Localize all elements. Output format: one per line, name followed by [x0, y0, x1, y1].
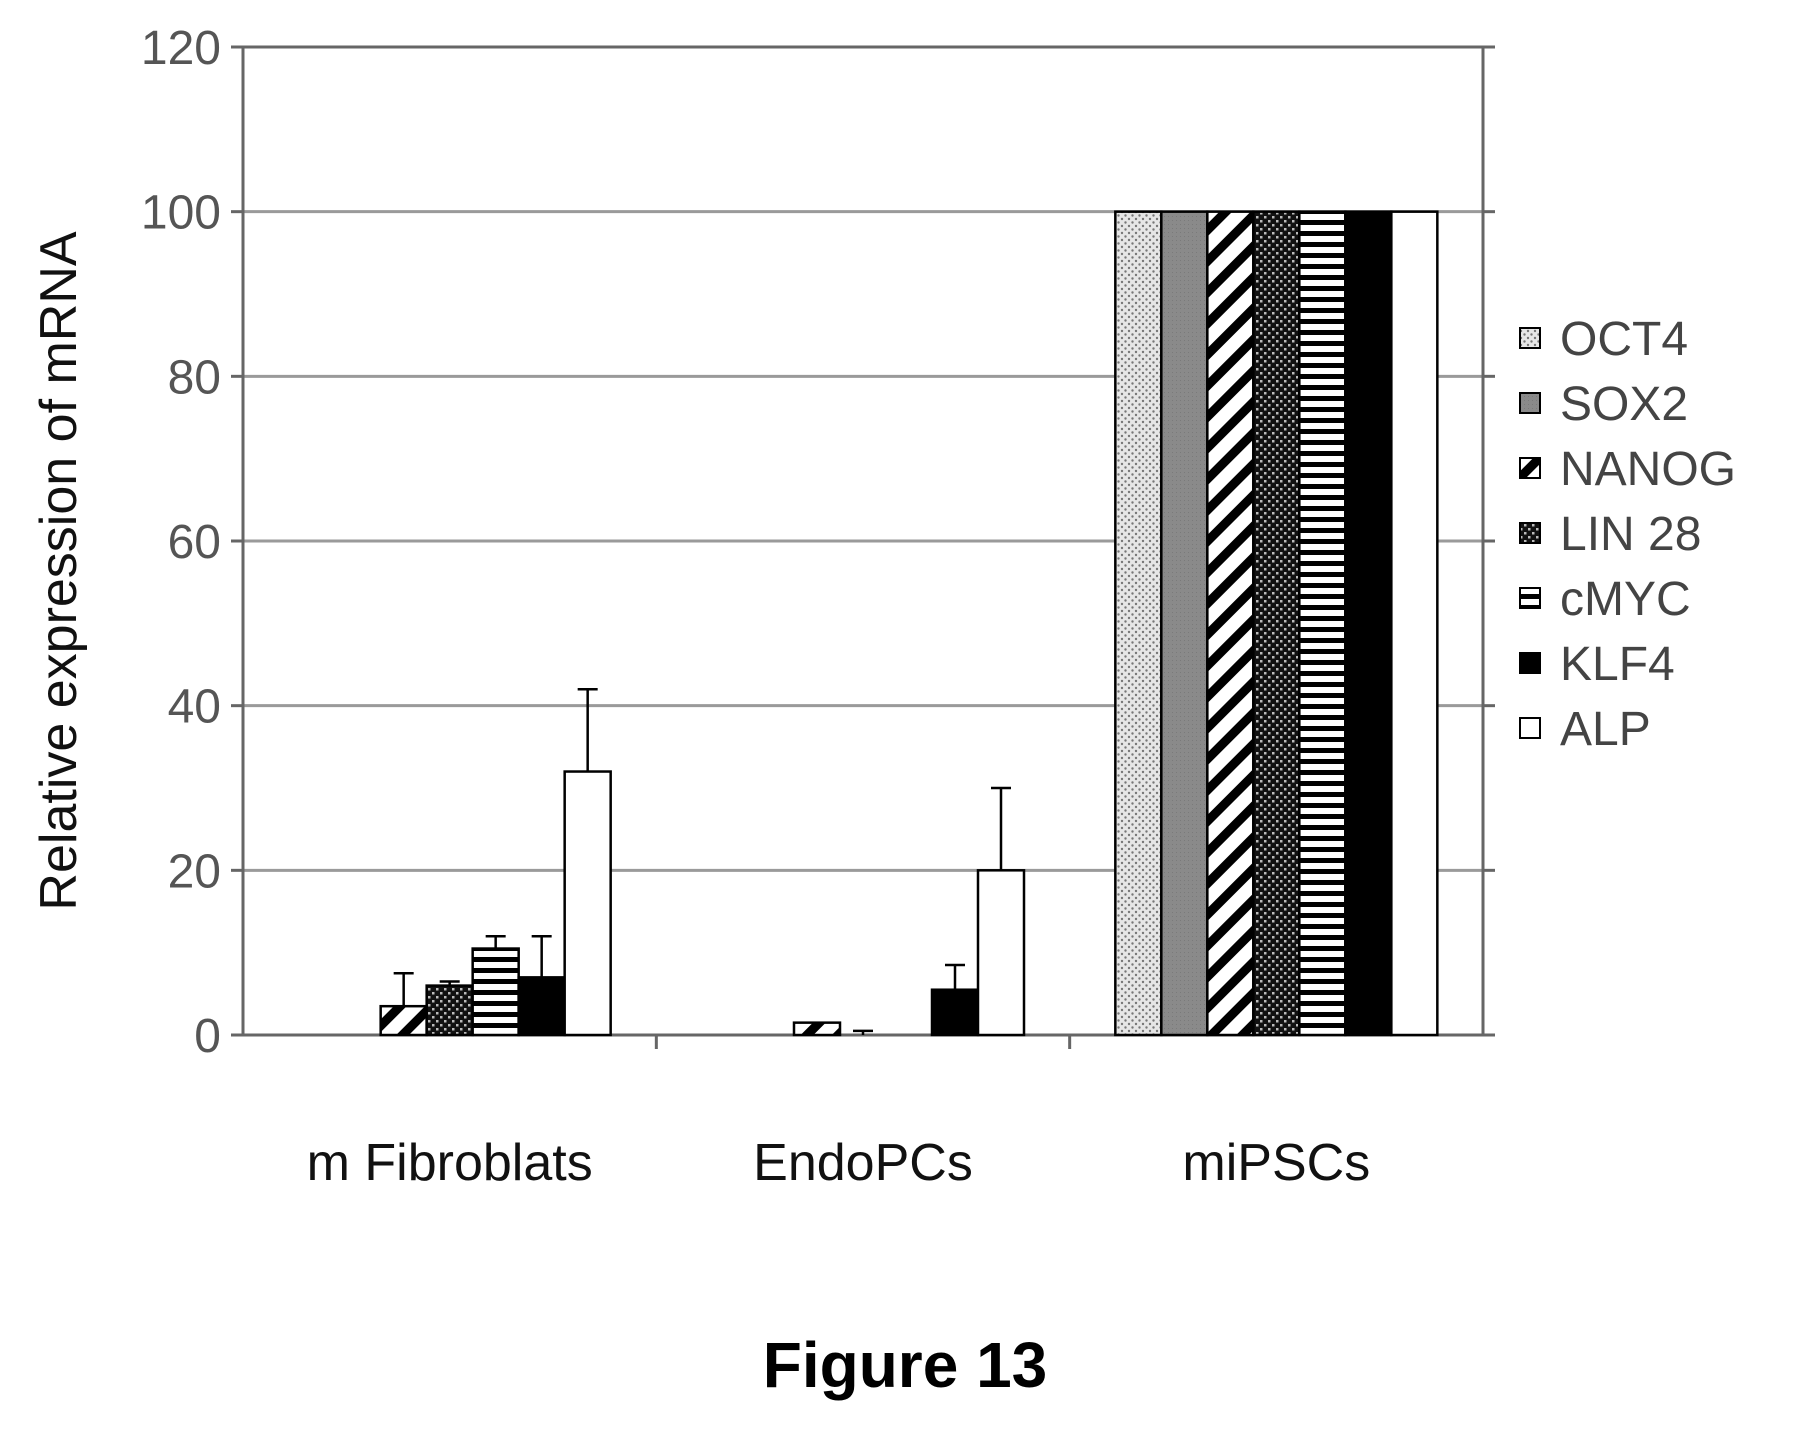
- legend-swatch: [1519, 587, 1541, 609]
- bar-sox2: [1160, 210, 1209, 1037]
- legend-swatch: [1519, 522, 1541, 544]
- bar-oct4: [1114, 210, 1163, 1037]
- x-category-label: miPSCs: [1182, 1134, 1370, 1192]
- legend-swatch: [1519, 457, 1541, 479]
- legend-label: KLF4: [1560, 638, 1675, 691]
- bars: [379, 210, 1439, 1037]
- bar-nanog: [379, 1004, 428, 1037]
- bar-klf4: [517, 976, 566, 1037]
- y-tick-label: 100: [141, 187, 221, 240]
- y-tick-label: 0: [194, 1010, 221, 1063]
- bar-klf4: [1344, 210, 1393, 1037]
- bar-lin-28: [425, 984, 474, 1037]
- bar-lin-28: [1252, 210, 1301, 1037]
- legend-label: SOX2: [1560, 378, 1688, 431]
- x-category-label: m Fibroblats: [307, 1134, 593, 1192]
- legend-swatch: [1519, 327, 1541, 349]
- legend-swatch: [1519, 392, 1541, 414]
- y-axis-label: Relative expression of mRNA: [30, 231, 88, 910]
- figure-caption: Figure 13: [762, 1329, 1048, 1401]
- bar-alp: [1390, 210, 1439, 1037]
- legend-swatch: [1519, 652, 1541, 674]
- legend-label: ALP: [1560, 703, 1651, 756]
- y-tick-label: 20: [168, 845, 221, 898]
- legend-label: cMYC: [1560, 573, 1691, 626]
- legend-swatch: [1519, 717, 1541, 739]
- error-bars: [393, 687, 1011, 1035]
- legend-label: NANOG: [1560, 443, 1736, 496]
- bar-alp: [563, 770, 612, 1037]
- x-category-label: EndoPCs: [753, 1134, 973, 1192]
- bar-nanog: [792, 1021, 842, 1037]
- legend: OCT4 SOX2 NANOG LIN 28 cMYC KLF4 ALP: [1519, 313, 1736, 756]
- legend-label: OCT4: [1560, 313, 1688, 366]
- bar-klf4: [930, 988, 980, 1037]
- legend-label: LIN 28: [1560, 508, 1701, 561]
- bar-cmyc: [1298, 210, 1347, 1037]
- bar-nanog: [1206, 210, 1255, 1037]
- y-tick-label: 40: [168, 681, 221, 734]
- y-tick-label: 80: [168, 351, 221, 404]
- bar-cmyc: [471, 947, 520, 1037]
- axis-labels: 0 20 40 60 80 100 120 m Fibroblats EndoPCs miPSCs…: [30, 22, 1370, 1192]
- y-tick-label: 120: [141, 22, 221, 75]
- y-tick-label: 60: [168, 516, 221, 569]
- bar-alp: [976, 869, 1026, 1037]
